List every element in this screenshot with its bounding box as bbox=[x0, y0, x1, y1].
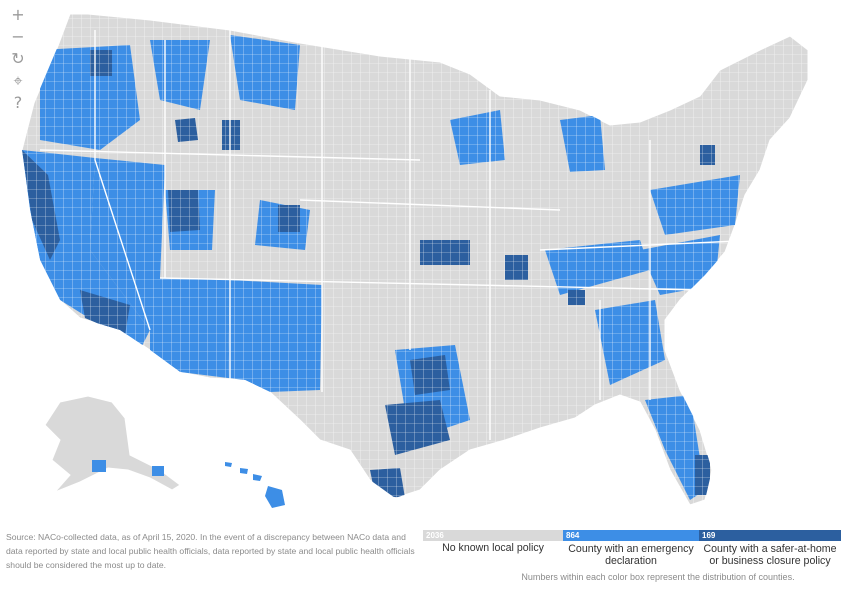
zoom-out-icon[interactable]: − bbox=[11, 27, 25, 46]
hawaii[interactable] bbox=[225, 462, 285, 508]
source-note: Source: NACo-collected data, as of April… bbox=[6, 532, 415, 570]
locate-icon[interactable]: ⌖ bbox=[13, 71, 23, 90]
legend-note: Numbers within each color box represent … bbox=[521, 572, 795, 582]
map-controls: + − ↻ ⌖ ? bbox=[8, 4, 28, 114]
legend-count-emergency: 864 bbox=[566, 531, 580, 540]
zoom-in-icon[interactable]: + bbox=[11, 5, 25, 24]
alaska[interactable] bbox=[44, 395, 181, 493]
legend-label-safer-at-home: County with a safer-at-home or business … bbox=[703, 543, 837, 567]
reset-view-icon[interactable]: ↻ bbox=[11, 49, 25, 68]
legend-count-no-policy: 2036 bbox=[426, 531, 444, 540]
legend-count-safer-at-home: 169 bbox=[702, 531, 716, 540]
county-policy-map[interactable] bbox=[0, 0, 850, 525]
legend: 2036 864 169 No known local policy Count… bbox=[423, 530, 841, 588]
legend-label-emergency: County with an emergency declaration bbox=[568, 543, 694, 567]
legend-swatch-no-policy: 2036 bbox=[423, 530, 563, 541]
legend-label-no-policy: No known local policy bbox=[442, 542, 544, 554]
legend-swatch-emergency: 864 bbox=[563, 530, 699, 541]
help-icon[interactable]: ? bbox=[13, 93, 23, 112]
legend-swatch-safer-at-home: 169 bbox=[699, 530, 841, 541]
